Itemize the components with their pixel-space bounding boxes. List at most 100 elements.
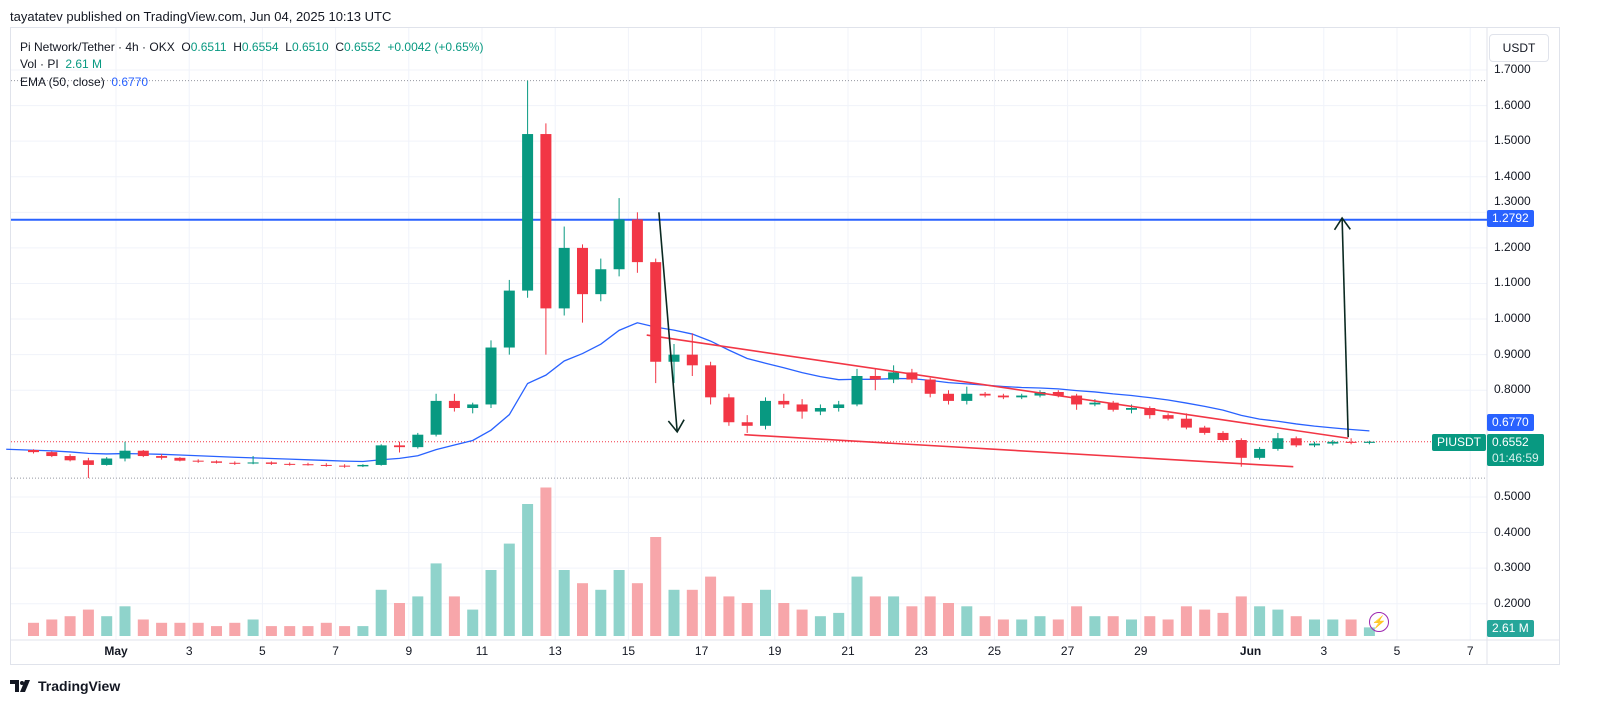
- volume-bar: [82, 609, 94, 636]
- candle-body: [82, 460, 94, 465]
- volume-bar: [979, 616, 991, 636]
- candle-body: [174, 457, 186, 461]
- candle-body: [412, 434, 424, 448]
- publish-info: tayatatev published on TradingView.com, …: [10, 9, 392, 24]
- volume-bar: [851, 576, 863, 636]
- candle-body: [650, 262, 662, 362]
- price-tick-label: 1.2000: [1494, 239, 1531, 254]
- ema-value: 0.6770: [111, 75, 149, 89]
- volume-bar: [631, 583, 643, 636]
- candle-body: [503, 290, 515, 348]
- currency-button[interactable]: USDT: [1489, 34, 1549, 62]
- candle-body: [247, 462, 259, 464]
- volume-bar: [46, 619, 58, 636]
- candle-body: [320, 464, 332, 466]
- chart-frame[interactable]: [10, 27, 1560, 665]
- volume-bar: [906, 606, 918, 636]
- volume-legend: Vol · PI 2.61 M: [20, 57, 102, 71]
- ema-label[interactable]: EMA (50, close): [20, 75, 105, 89]
- arrow-down-shaft: [658, 212, 678, 432]
- volume-bar: [1071, 606, 1083, 636]
- volume-bar: [1217, 612, 1229, 636]
- volume-bar: [1144, 616, 1156, 636]
- bar-countdown: 01:46:59: [1492, 451, 1539, 465]
- candle-body: [64, 456, 76, 461]
- candle-body: [943, 393, 954, 401]
- candle-body: [522, 134, 534, 291]
- candle-body: [1309, 443, 1320, 446]
- volume-bar: [705, 576, 717, 636]
- trendline-lower: [744, 433, 1294, 468]
- symbol-title[interactable]: Pi Network/Tether · 4h · OKX: [20, 40, 175, 54]
- lightning-icon[interactable]: ⚡: [1369, 612, 1389, 632]
- volume-bar: [265, 626, 277, 636]
- level-price-tag: 1.2792: [1487, 210, 1534, 227]
- volume-bar: [284, 626, 296, 636]
- candle-body: [284, 463, 296, 465]
- candle-body: [778, 400, 790, 405]
- candle-body: [302, 464, 314, 466]
- candle-body: [211, 461, 222, 463]
- ema-price-tag: 0.6770: [1487, 414, 1534, 431]
- volume-bar: [229, 622, 241, 636]
- candle-body: [375, 445, 387, 465]
- candle-body: [1272, 438, 1284, 449]
- volume-bar: [1363, 627, 1375, 636]
- candle-body: [906, 372, 918, 380]
- candle-body: [1290, 438, 1302, 446]
- candle-body: [540, 134, 552, 309]
- candle-body: [869, 375, 881, 380]
- volume-tag: 2.61 M: [1487, 620, 1534, 637]
- volume-bar: [302, 626, 314, 636]
- volume-bar: [741, 603, 753, 636]
- volume-bar: [119, 606, 131, 636]
- symbol-legend: Pi Network/Tether · 4h · OKX O0.6511 H0.…: [20, 40, 483, 54]
- close-value: 0.6552: [344, 40, 381, 54]
- ema-line: [6, 322, 1370, 463]
- price-tick-label: 0.2000: [1494, 595, 1531, 610]
- volume-bar: [1309, 619, 1320, 636]
- candle-body: [394, 445, 405, 448]
- trendline-upper: [646, 334, 1349, 440]
- candle-body: [979, 393, 991, 396]
- time-tick-label: 3: [1320, 644, 1328, 658]
- volume-bar: [613, 570, 625, 636]
- candle-body: [137, 450, 149, 457]
- price-tick-label: 0.3000: [1494, 560, 1531, 575]
- volume-bar: [723, 596, 735, 636]
- volume-bar: [1290, 616, 1302, 636]
- open-label: O: [181, 40, 191, 54]
- tradingview-logo[interactable]: TradingView: [10, 678, 120, 694]
- candle-body: [577, 247, 588, 295]
- volume-bar: [888, 596, 900, 636]
- last-price: 0.6552: [1492, 435, 1529, 449]
- candle-body: [1016, 395, 1028, 398]
- candle-body: [1089, 402, 1101, 405]
- candle-body: [46, 452, 58, 457]
- volume-bar: [211, 626, 222, 636]
- volume-bar: [64, 616, 76, 636]
- candle-body: [668, 354, 680, 362]
- open-value: 0.6511: [190, 40, 227, 54]
- volume-bar: [796, 609, 808, 636]
- volume-bar: [997, 619, 1009, 636]
- candle-body: [430, 400, 442, 435]
- volume-bar: [778, 603, 790, 636]
- volume-bar: [595, 589, 607, 636]
- candle-body: [851, 375, 863, 405]
- candle-body: [1126, 408, 1137, 410]
- symbol-tag: PIUSDT: [1431, 434, 1486, 451]
- volume-bar: [1016, 619, 1028, 636]
- close-label: C: [335, 40, 344, 54]
- candle-body: [119, 450, 131, 459]
- volume-bar: [1107, 616, 1119, 636]
- candle-body: [1034, 391, 1046, 396]
- price-tick-label: 1.5000: [1494, 133, 1531, 148]
- volume-bar: [137, 619, 149, 636]
- candle-body: [339, 465, 351, 467]
- volume-label[interactable]: Vol · PI: [20, 57, 59, 71]
- candle-body: [1363, 441, 1375, 443]
- volume-bar: [1089, 616, 1101, 636]
- price-tick-label: 0.5000: [1494, 488, 1531, 503]
